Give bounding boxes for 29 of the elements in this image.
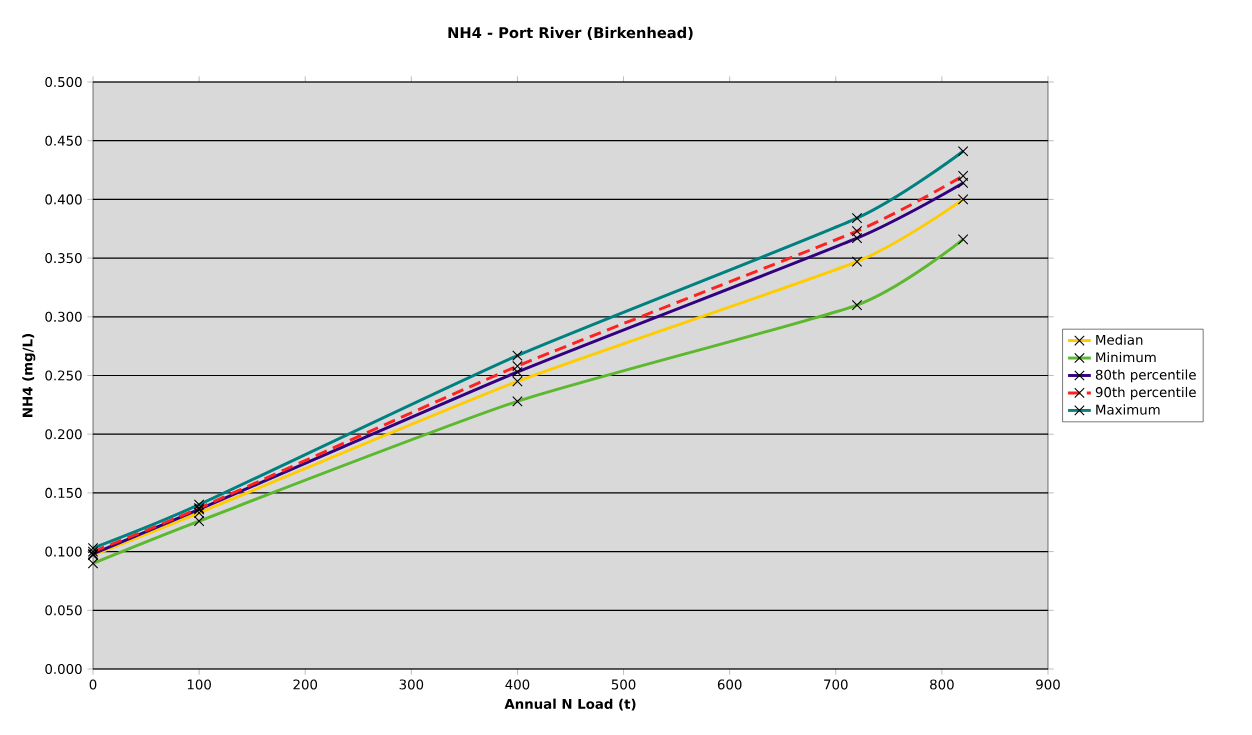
y-tick-label: 0.450 [45, 135, 82, 146]
x-tick-label: 100 [187, 679, 211, 690]
y-tick-label: 0.100 [45, 546, 82, 557]
y-tick-label: 0.050 [45, 605, 82, 616]
y-tick-label: 0.250 [45, 370, 82, 381]
chart-title: NH4 - Port River (Birkenhead) [448, 26, 693, 40]
x-tick-label: 300 [399, 679, 424, 690]
y-tick-label: 0.350 [45, 253, 82, 264]
x-tick-label: 500 [611, 679, 636, 690]
x-axis-title: Annual N Load (t) [504, 698, 636, 711]
y-tick-label: 0.400 [45, 194, 82, 205]
legend-label: Median [1096, 334, 1143, 345]
legend-label: 90th percentile [1095, 386, 1196, 400]
x-tick-label: 700 [824, 679, 848, 690]
y-tick-label: 0.200 [45, 429, 82, 440]
y-axis-title: NH4 (mg/L) [22, 334, 36, 417]
y-tick-label: 0.300 [45, 311, 82, 322]
x-tick-label: 0 [89, 679, 97, 690]
x-tick-label: 900 [1036, 679, 1060, 690]
y-tick-label: 0.000 [45, 663, 82, 675]
legend-label: Maximum [1096, 404, 1160, 415]
legend-label: Minimum [1096, 351, 1156, 363]
x-tick-label: 200 [293, 679, 318, 690]
y-tick-label: 0.500 [45, 76, 82, 88]
y-tick-label: 0.150 [45, 487, 82, 498]
x-tick-label: 600 [717, 679, 742, 690]
x-tick-label: 400 [505, 679, 530, 690]
x-tick-label: 800 [930, 679, 954, 690]
legend-label: 80th percentile [1095, 369, 1196, 383]
